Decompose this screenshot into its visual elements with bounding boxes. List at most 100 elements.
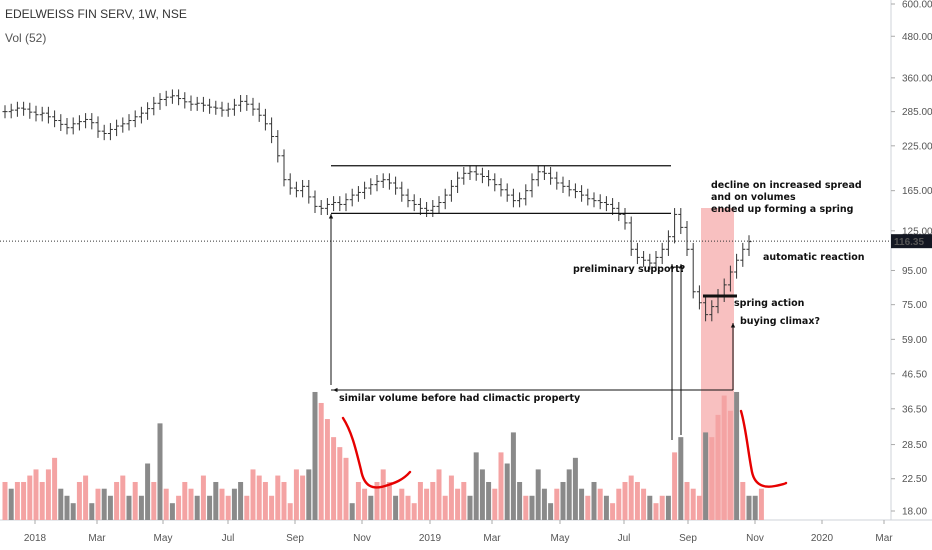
arrow-buying-climax-head (730, 323, 736, 328)
volume-bar (746, 495, 752, 520)
arrow-preliminary-support-2-head (678, 264, 684, 269)
volume-bar (331, 437, 337, 520)
volume-bar (529, 495, 535, 520)
volume-bar (709, 437, 715, 520)
volume-bar (269, 495, 275, 520)
price-bars (2, 89, 752, 322)
y-tick-label: 28.50 (902, 440, 927, 451)
volume-bar (101, 488, 107, 520)
volume-bar (740, 481, 746, 520)
x-tick-label: 2020 (811, 533, 834, 544)
volume-bar (169, 503, 175, 520)
y-tick-label: 18.00 (902, 507, 927, 518)
volume-bar (89, 503, 95, 520)
volume-bar (579, 488, 585, 520)
y-tick-label: 225.00 (902, 141, 932, 152)
volume-bar (349, 503, 355, 520)
volume-bar (244, 495, 250, 520)
volume-bar (95, 488, 101, 520)
volume-bar (672, 452, 678, 520)
volume-bar (622, 481, 628, 520)
volume-bar (21, 481, 27, 520)
volume-bar (157, 423, 163, 520)
annotations-layer (328, 165, 788, 489)
volume-bar (386, 481, 392, 520)
volume-bar (2, 481, 8, 520)
volume-bar (324, 419, 330, 520)
volume-bar (411, 503, 417, 520)
volume-bar (523, 495, 529, 520)
volume-bar (455, 488, 461, 520)
annotation-texts: similar volume before had climactic prop… (339, 180, 865, 404)
volume-bar (634, 481, 640, 520)
volume-bar (138, 495, 144, 520)
volume-bar (256, 475, 262, 520)
volume-bar (275, 475, 281, 520)
volume-bar (696, 495, 702, 520)
volume-bar (467, 495, 473, 520)
volume-bar (610, 503, 616, 520)
volume-bar (597, 488, 603, 520)
y-tick-label: 36.50 (902, 404, 927, 415)
volume-bar (207, 495, 213, 520)
volume-bar (318, 402, 324, 520)
x-tick-label: Nov (746, 533, 764, 544)
volume-bar (715, 414, 721, 520)
x-tick-label: May (154, 533, 173, 544)
volume-bar (368, 495, 374, 520)
red-curve-left (341, 416, 412, 489)
volume-indicator-label: Vol (52) (5, 31, 47, 45)
arrow-preliminary-support-1-head (669, 264, 675, 269)
volume-bar (343, 457, 349, 520)
y-tick-label: 600.00 (902, 0, 932, 11)
volume-bar (293, 469, 299, 520)
volume-bar (461, 481, 467, 520)
volume-bar (132, 481, 138, 520)
y-tick-label: 360.00 (902, 73, 932, 84)
volume-bar (151, 481, 157, 520)
volume-bar (39, 481, 45, 520)
volume-bar (684, 481, 690, 520)
volume-bar (14, 481, 20, 520)
volume-bar (405, 495, 411, 520)
volume-bar (362, 488, 368, 520)
red-curve-right (739, 409, 788, 488)
volume-bar (734, 391, 740, 520)
volume-bar (752, 495, 758, 520)
y-tick-label: 480.00 (902, 32, 932, 43)
volume-bar (417, 481, 423, 520)
volume-bar (517, 481, 523, 520)
volume-bar (287, 503, 293, 520)
y-tick-label: 75.00 (902, 300, 927, 311)
volume-bar (424, 488, 430, 520)
x-tick-label: Sep (679, 533, 697, 544)
volume-bar (107, 495, 113, 520)
volume-bar (436, 469, 442, 520)
volume-bar (430, 481, 436, 520)
volume-bar (653, 503, 659, 520)
volume-bar (585, 495, 591, 520)
volume-bar (504, 463, 510, 520)
annotation-spring-action: spring action (734, 298, 805, 309)
volume-bar (76, 481, 82, 520)
last-price-value: 116.35 (894, 237, 924, 248)
volume-bar (250, 469, 256, 520)
volume-bar (176, 495, 182, 520)
volume-bar (52, 457, 58, 520)
volume-bar (572, 457, 578, 520)
volume-bar (225, 495, 231, 520)
volume-bar (300, 475, 306, 520)
volume-bar (727, 410, 733, 520)
volume-bar (628, 475, 634, 520)
volume-bar (83, 475, 89, 520)
volume-bar (492, 488, 498, 520)
annotation-preliminary-support: preliminary support? (573, 264, 685, 275)
volume-bar (393, 495, 399, 520)
volume-bar (479, 469, 485, 520)
annotation-automatic-reaction: automatic reaction (763, 252, 865, 263)
volume-bar (510, 432, 516, 520)
volume-bar (219, 488, 225, 520)
volume-bar (448, 475, 454, 520)
